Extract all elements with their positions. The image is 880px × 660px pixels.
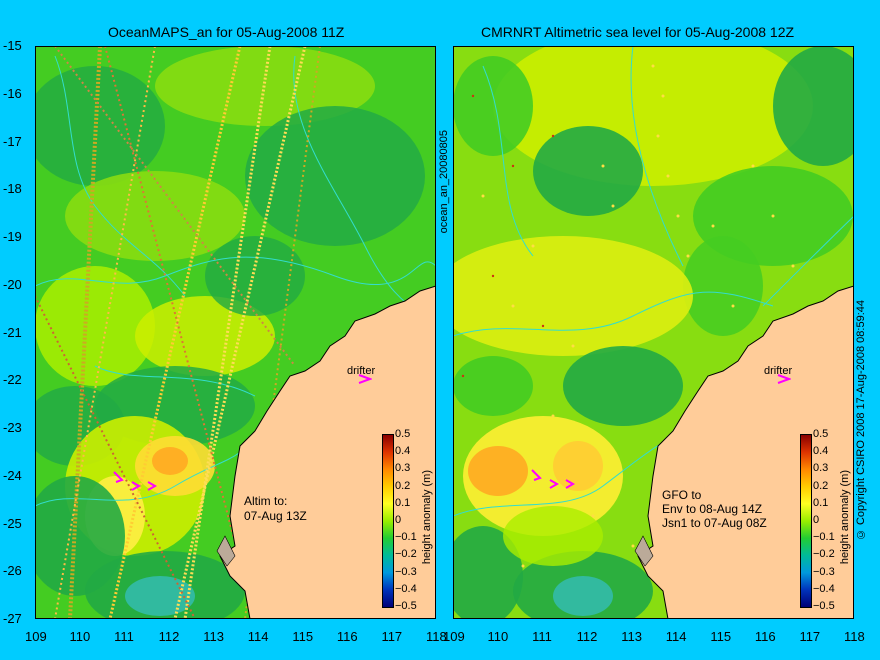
lon-tick-label: 116 <box>336 629 358 644</box>
colorbar-tick-label: −0.5 <box>395 600 417 612</box>
lon-tick-label: 117 <box>799 629 821 644</box>
lat-tick-label: -18 <box>3 181 22 197</box>
lon-tick-label: 110 <box>69 629 91 644</box>
colorbar-tick-label: 0.2 <box>395 479 411 492</box>
colorbar-tick-label: −0.3 <box>395 565 417 578</box>
lat-tick-label: -16 <box>3 85 22 101</box>
left-colorbar <box>382 434 394 608</box>
colorbar-tick-label: 0 <box>395 514 402 526</box>
right-note-line2: Env to 08-Aug 14Z <box>662 502 763 516</box>
colorbar-tick-label: −0.1 <box>813 531 835 544</box>
colorbar-tick-label: −0.4 <box>813 582 835 595</box>
colorbar-tick-label: 0.3 <box>395 462 411 475</box>
right-map-title: CMRNRT Altimetric sea level for 05-Aug-2… <box>481 24 795 40</box>
lon-tick-label: 118 <box>426 629 447 644</box>
lon-tick-label: 113 <box>203 629 224 644</box>
lon-tick-label: 115 <box>292 629 314 644</box>
left-drifter-track-icon <box>113 471 158 491</box>
colorbar-tick-label: 0.4 <box>395 445 411 458</box>
lon-tick-label: 114 <box>247 629 269 644</box>
colorbar-tick-label: −0.1 <box>395 531 417 544</box>
lat-tick-label: -20 <box>3 276 22 292</box>
colorbar-tick-label: −0.3 <box>813 565 835 578</box>
colorbar-tick-label: 0.4 <box>813 445 829 458</box>
colorbar-tick-label: 0.5 <box>813 428 829 440</box>
colorbar-tick-label: 0.1 <box>813 496 829 509</box>
lon-tick-label: 114 <box>665 629 687 644</box>
left-drifter-marker-icon <box>358 374 372 384</box>
lon-tick-label: 110 <box>487 629 509 644</box>
colorbar-tick-label: −0.2 <box>395 548 417 561</box>
colorbar-tick-label: 0.1 <box>395 496 411 509</box>
lat-tick-label: -25 <box>3 515 22 531</box>
colorbar-tick-label: 0 <box>813 514 820 526</box>
colorbar-tick-label: −0.5 <box>813 600 835 612</box>
lon-tick-label: 117 <box>381 629 403 644</box>
right-note-line1: GFO to <box>662 488 702 502</box>
lon-tick-label: 113 <box>621 629 642 644</box>
colorbar-tick-label: −0.2 <box>813 548 835 561</box>
left-map-title: OceanMAPS_an for 05-Aug-2008 11Z <box>108 24 345 40</box>
lon-tick-label: 112 <box>158 629 180 644</box>
lon-tick-label: 109 <box>25 629 47 644</box>
right-drifter-marker-icon <box>777 374 791 384</box>
colorbar-tick-label: 0.2 <box>813 479 829 492</box>
colorbar-tick-label: −0.4 <box>395 582 417 595</box>
lat-tick-label: -24 <box>3 467 22 483</box>
lat-tick-label: -26 <box>3 563 22 579</box>
lon-tick-label: 111 <box>114 629 134 644</box>
lat-tick-label: -21 <box>3 324 22 340</box>
left-colorbar-label: height anomaly (m) <box>421 470 433 565</box>
left-note-line2: 07-Aug 13Z <box>244 509 307 523</box>
lat-tick-label: -19 <box>3 229 22 244</box>
right-note-line3: Jsn1 to 07-Aug 08Z <box>662 516 767 530</box>
lon-tick-label: 118 <box>844 629 865 644</box>
copyright-label: © Copyright CSIRO 2008 17-Aug-2008 08:59… <box>855 300 867 541</box>
colorbar-tick-label: 0.5 <box>395 428 411 440</box>
colorbar-tick-label: 0.3 <box>813 462 829 475</box>
left-drifter-label: drifter <box>347 365 376 377</box>
right-colorbar-label: height anomaly (m) <box>839 470 851 565</box>
run-id-label: ocean_an_20080805 <box>438 130 450 234</box>
lat-tick-label: -23 <box>3 420 22 435</box>
left-note-line1: Altim to: <box>244 494 288 508</box>
lon-tick-label: 112 <box>576 629 598 644</box>
lat-tick-label: -22 <box>3 372 22 388</box>
right-map <box>453 46 854 619</box>
lat-tick-label: -15 <box>3 38 22 53</box>
lat-tick-label: -27 <box>3 611 22 626</box>
right-drifter-track-icon <box>531 469 576 489</box>
lat-tick-label: -17 <box>3 133 22 149</box>
lon-tick-label: 111 <box>532 629 552 644</box>
lon-tick-label: 115 <box>710 629 732 644</box>
left-map <box>35 46 436 619</box>
right-drifter-label: drifter <box>764 365 793 377</box>
right-colorbar <box>800 434 812 608</box>
lon-tick-label: 116 <box>754 629 776 644</box>
lon-tick-label: 109 <box>443 629 465 644</box>
